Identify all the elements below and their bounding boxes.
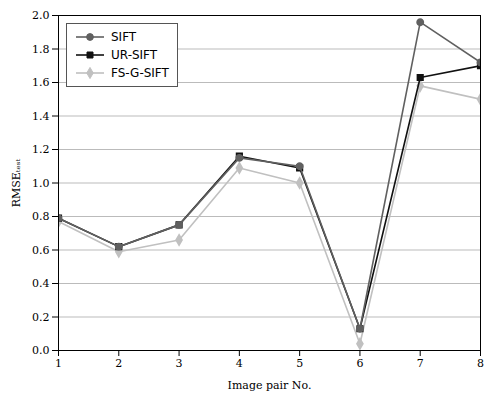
svg-text:0.6: 0.6 (32, 244, 50, 257)
html-text:FS-G-SIFT: FS-G-SIFT (111, 66, 169, 80)
svg-text:Image pair No.: Image pair No. (228, 379, 312, 392)
svg-text:6: 6 (356, 357, 363, 370)
svg-text:1.6: 1.6 (32, 76, 50, 89)
svg-text:0.2: 0.2 (32, 311, 50, 324)
svg-text:7: 7 (417, 357, 424, 370)
svg-text:2: 2 (115, 357, 122, 370)
svg-text:1.8: 1.8 (32, 43, 50, 56)
svg-text:8: 8 (477, 357, 484, 370)
svg-text:4: 4 (236, 357, 243, 370)
svg-text:0.0: 0.0 (32, 344, 50, 357)
svg-text:1: 1 (55, 357, 62, 370)
svg-text:2.0: 2.0 (32, 9, 50, 22)
svg-text:1.0: 1.0 (32, 177, 50, 190)
svg-text:3: 3 (176, 357, 183, 370)
svg-text:5: 5 (296, 357, 303, 370)
svg-text:RMSEₜₑₛₜ: RMSEₜₑₛₜ (10, 158, 23, 207)
html-text:UR-SIFT: UR-SIFT (111, 48, 158, 62)
svg-text:0.8: 0.8 (32, 210, 50, 223)
svg-text:1.4: 1.4 (32, 110, 50, 123)
svg-text:1.2: 1.2 (32, 143, 50, 156)
svg-text:0.4: 0.4 (32, 277, 50, 290)
html-text:SIFT: SIFT (111, 30, 137, 44)
